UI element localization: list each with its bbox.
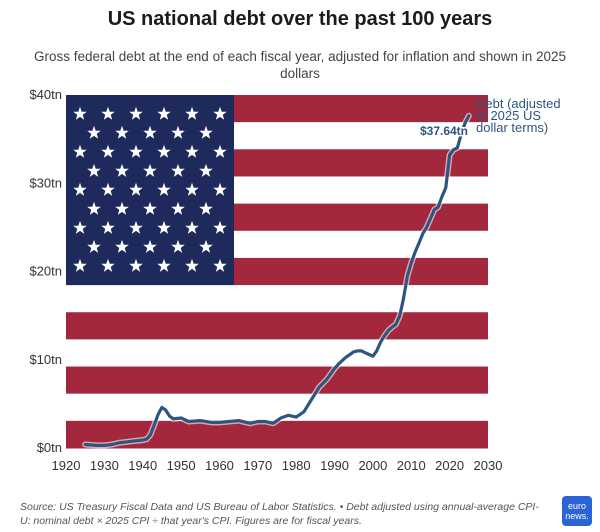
- flag-stripe: [66, 312, 488, 340]
- x-tick-label: 2020: [435, 458, 464, 473]
- flag-star-icon: [115, 125, 129, 139]
- flag-star-icon: [87, 163, 101, 177]
- flag-star-icon: [157, 144, 171, 158]
- flag-canton: [66, 95, 234, 286]
- flag-star-icon: [143, 125, 157, 139]
- y-tick-label: $20tn: [29, 264, 62, 279]
- flag-star-icon: [185, 106, 199, 120]
- flag-star-icon: [171, 125, 185, 139]
- line-chart: $0tn $10tn $20tn $30tn $40tn 1920 1930 1940 195…: [29, 87, 561, 473]
- series-labels: Debt (adjusted to 2025 US dollar terms) $37…: [418, 96, 561, 139]
- flag-star-icon: [143, 201, 157, 215]
- series-layer: [82, 112, 472, 449]
- flag-star-icon: [115, 163, 129, 177]
- flag-star-icon: [213, 220, 227, 234]
- flag-stripe: [66, 420, 488, 449]
- flag-star-icon: [129, 258, 143, 272]
- flag-star-icon: [199, 125, 213, 139]
- chart-subtitle: Gross federal debt at the end of each fi…: [33, 49, 567, 81]
- series-line-debt: [83, 114, 471, 447]
- flag-star-icon: [129, 144, 143, 158]
- y-tick-label: $30tn: [29, 175, 62, 190]
- us-flag-background: [66, 95, 488, 449]
- flag-star-icon: [73, 106, 87, 120]
- flag-star-icon: [73, 144, 87, 158]
- flag-star-icon: [101, 220, 115, 234]
- flag-star-icon: [101, 182, 115, 196]
- flag-stripe: [66, 285, 488, 313]
- flag-star-icon: [199, 163, 213, 177]
- end-value-label: $37.64tn: [420, 124, 468, 138]
- flag-star-icon: [157, 220, 171, 234]
- flag-star-icon: [171, 239, 185, 253]
- flag-stripe: [66, 393, 488, 422]
- flag-star-icon: [143, 163, 157, 177]
- flag-stripe: [66, 366, 488, 395]
- x-tick-label: 1920: [52, 458, 81, 473]
- flag-stripe: [66, 339, 488, 368]
- x-tick-label: 2030: [474, 458, 503, 473]
- x-tick-label: 1930: [90, 458, 119, 473]
- flag-star-icon: [157, 182, 171, 196]
- flag-star-icon: [129, 106, 143, 120]
- y-tick-label: $0tn: [37, 440, 62, 455]
- flag-star-icon: [199, 201, 213, 215]
- series-name-label: Debt (adjusted to 2025 US dollar terms): [476, 96, 561, 135]
- flag-star-icon: [87, 125, 101, 139]
- x-tick-label: 1960: [205, 458, 234, 473]
- x-tick-label: 1980: [282, 458, 311, 473]
- x-tick-label: 1940: [128, 458, 157, 473]
- flag-star-icon: [213, 182, 227, 196]
- flag-star-icon: [213, 258, 227, 272]
- flag-star-icon: [101, 258, 115, 272]
- flag-star-icon: [185, 220, 199, 234]
- source-note: Source: US Treasury Fiscal Data and US B…: [20, 501, 539, 527]
- flag-star-icon: [185, 144, 199, 158]
- flag-star-icon: [185, 258, 199, 272]
- flag-star-icon: [87, 239, 101, 253]
- flag-star-icon: [185, 182, 199, 196]
- flag-star-icon: [87, 201, 101, 215]
- x-tick-label: 2000: [358, 458, 387, 473]
- flag-star-icon: [157, 258, 171, 272]
- x-axis-ticks: 1920 1930 1940 1950 1960 1970 1980 1990 2000 2010…: [52, 458, 503, 473]
- y-tick-label: $40tn: [29, 87, 62, 102]
- flag-star-icon: [101, 144, 115, 158]
- flag-star-icon: [171, 201, 185, 215]
- flag-star-icon: [115, 201, 129, 215]
- euronews-logo: euro news.: [562, 496, 592, 526]
- x-tick-label: 2010: [397, 458, 426, 473]
- flag-star-icon: [213, 144, 227, 158]
- flag-star-icon: [73, 258, 87, 272]
- flag-star-icon: [129, 220, 143, 234]
- flag-star-icon: [101, 106, 115, 120]
- x-tick-label: 1990: [320, 458, 349, 473]
- flag-star-icon: [199, 239, 213, 253]
- y-axis-ticks: $0tn $10tn $20tn $30tn $40tn: [29, 87, 62, 455]
- chart-title: US national debt over the past 100 years: [107, 8, 493, 30]
- flag-star-icon: [115, 239, 129, 253]
- flag-star-icon: [213, 106, 227, 120]
- x-tick-label: 1970: [243, 458, 272, 473]
- y-tick-label: $10tn: [29, 352, 62, 367]
- flag-star-icon: [157, 106, 171, 120]
- flag-star-icon: [129, 182, 143, 196]
- flag-star-icon: [73, 220, 87, 234]
- flag-star-icon: [143, 239, 157, 253]
- x-tick-label: 1950: [167, 458, 196, 473]
- flag-star-icon: [73, 182, 87, 196]
- flag-star-icon: [171, 163, 185, 177]
